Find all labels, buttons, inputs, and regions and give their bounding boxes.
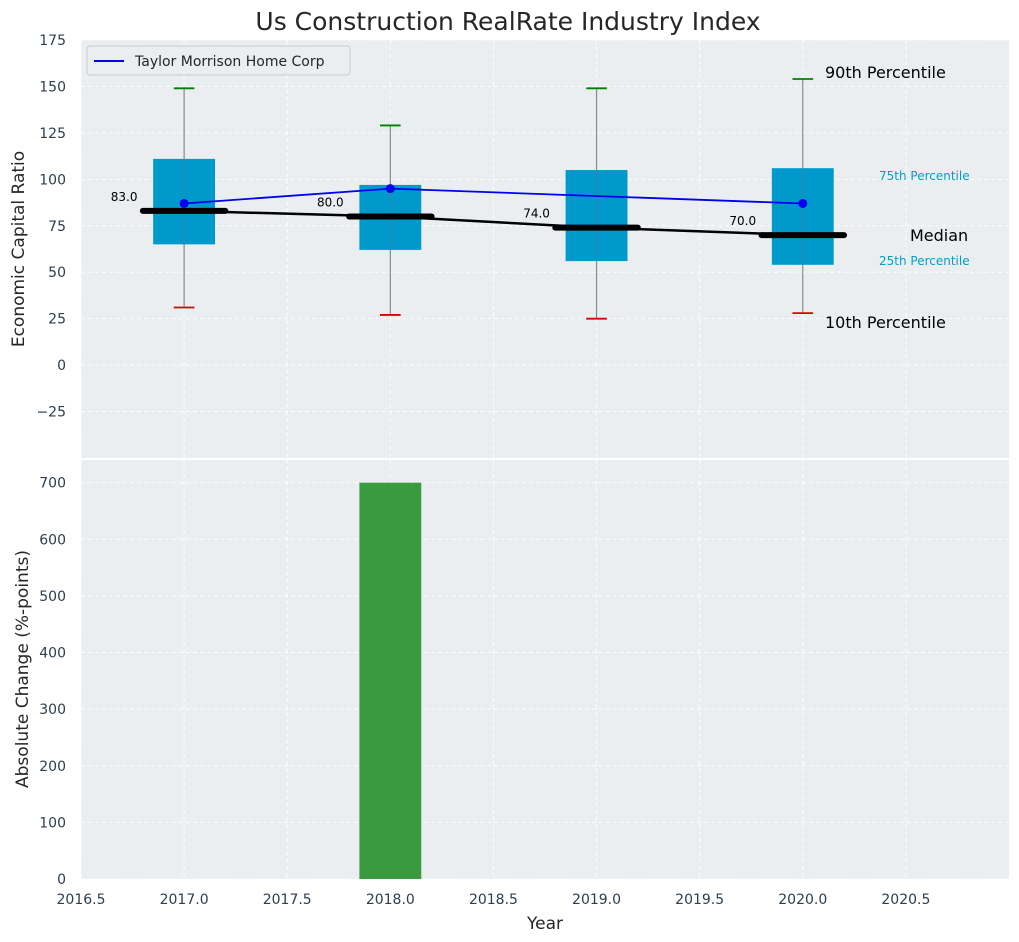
bottom-grid (80, 460, 1009, 880)
change-bars (359, 482, 422, 879)
annotation-median: Median (910, 226, 968, 245)
top-y-tick-label: 125 (39, 126, 66, 142)
top-y-tick-label: 175 (39, 33, 66, 49)
top-y-axis-label: Economic Capital Ratio (9, 151, 29, 347)
median-trend-line (184, 209, 803, 237)
bottom-y-tick-label: 0 (57, 872, 66, 888)
x-tick-label: 2018.5 (469, 892, 518, 908)
top-y-tick-label: 100 (39, 172, 66, 188)
bottom-y-ticks: 0 100 200 300 400 500 600 700 (39, 476, 66, 888)
bottom-y-tick-label: 500 (39, 589, 66, 605)
bottom-y-tick-label: 300 (39, 702, 66, 718)
x-tick-label: 2018.0 (366, 892, 415, 908)
annotation-75th: 75th Percentile (879, 169, 970, 183)
annotation-90th: 90th Percentile (825, 63, 946, 82)
chart-title: Us Construction RealRate Industry Index (255, 7, 760, 36)
top-y-tick-label: −25 (36, 405, 66, 421)
median-value-label: 83.0 (111, 190, 138, 204)
x-axis-label: Year (526, 914, 563, 934)
bottom-y-tick-label: 100 (39, 815, 66, 831)
top-y-tick-label: 150 (39, 79, 66, 95)
bottom-x-ticks: 2016.5 2017.0 2017.5 2018.0 2018.5 2019.0 2019… (57, 892, 931, 908)
bottom-y-axis-label: Absolute Change (%-points) (13, 550, 33, 788)
bottom-y-tick-label: 700 (39, 476, 66, 492)
x-tick-label: 2016.5 (57, 892, 106, 908)
company-point (179, 198, 189, 208)
median-value-label: 74.0 (523, 207, 550, 221)
median-value-label: 80.0 (317, 195, 344, 209)
top-y-ticks: −25 0 25 50 75 100 125 150 175 (36, 33, 66, 421)
annotation-25th: 25th Percentile (879, 254, 970, 268)
x-tick-label: 2017.0 (160, 892, 209, 908)
x-tick-label: 2019.0 (572, 892, 621, 908)
x-tick-label: 2020.5 (881, 892, 930, 908)
legend: Taylor Morrison Home Corp (86, 45, 351, 76)
annotation-10th: 10th Percentile (825, 313, 946, 332)
top-y-tick-label: 25 (48, 312, 66, 328)
x-tick-label: 2019.5 (675, 892, 724, 908)
percentile-annotations: 90th Percentile 75th Percentile Median 2… (825, 63, 970, 332)
change-bar (359, 482, 422, 879)
bottom-plot-area (81, 460, 1009, 879)
company-point (385, 184, 395, 194)
top-y-tick-label: 50 (48, 265, 66, 281)
bottom-y-tick-label: 400 (39, 646, 66, 662)
x-tick-label: 2020.0 (778, 892, 827, 908)
median-line: 83.0 80.0 74.0 70.0 (111, 190, 848, 239)
median-value-label: 70.0 (729, 214, 756, 228)
top-plot-area (81, 40, 1009, 458)
bottom-y-tick-label: 200 (39, 759, 66, 775)
top-y-tick-label: 0 (57, 358, 66, 374)
bottom-y-tick-label: 600 (39, 532, 66, 548)
legend-box (86, 45, 351, 76)
company-point (798, 198, 808, 208)
legend-entry-label: Taylor Morrison Home Corp (134, 54, 325, 70)
top-y-tick-label: 75 (48, 219, 66, 235)
company-series (179, 184, 808, 208)
x-tick-label: 2017.5 (263, 892, 312, 908)
